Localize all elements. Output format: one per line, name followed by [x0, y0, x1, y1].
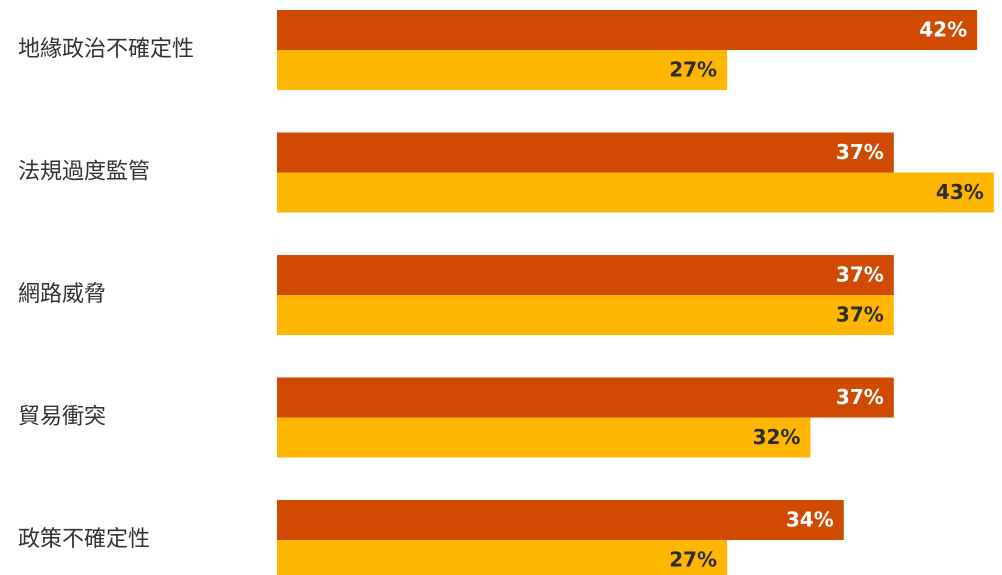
category-label: 政策不確定性 [18, 527, 150, 552]
bar-series-2 [277, 295, 894, 335]
bar-series-2 [277, 172, 994, 213]
value-label: 34% [786, 508, 834, 532]
bar-series-1 [277, 500, 844, 540]
value-label: 37% [836, 303, 884, 327]
bar-series-2 [277, 417, 811, 458]
value-label: 42% [919, 18, 967, 42]
value-label: 37% [836, 140, 884, 164]
category-label: 貿易衝突 [18, 405, 106, 430]
value-label: 27% [669, 548, 717, 572]
bar-series-2 [277, 540, 728, 575]
value-label: 37% [836, 263, 884, 287]
category-label: 網路威脅 [18, 282, 106, 307]
value-labels: 42% 27% 37% 43% 37% 37% 37% 32% 34% 27% [669, 18, 984, 572]
value-label: 43% [936, 180, 984, 204]
bar-series-1 [277, 132, 894, 173]
value-label: 27% [669, 58, 717, 82]
category-label: 法規過度監管 [18, 160, 150, 185]
bar-series-1 [277, 255, 894, 295]
bars [277, 10, 994, 575]
bar-series-2 [277, 50, 728, 90]
category-label: 地緣政治不確定性 [18, 37, 194, 62]
bar-series-1 [277, 377, 894, 418]
bar-series-1 [277, 10, 978, 50]
value-label: 37% [836, 385, 884, 409]
value-label: 32% [753, 425, 801, 449]
